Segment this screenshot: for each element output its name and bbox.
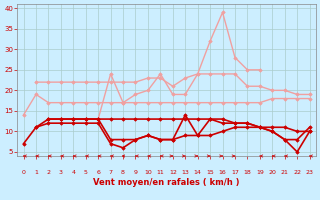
X-axis label: Vent moyen/en rafales ( km/h ): Vent moyen/en rafales ( km/h ) [93, 178, 240, 187]
